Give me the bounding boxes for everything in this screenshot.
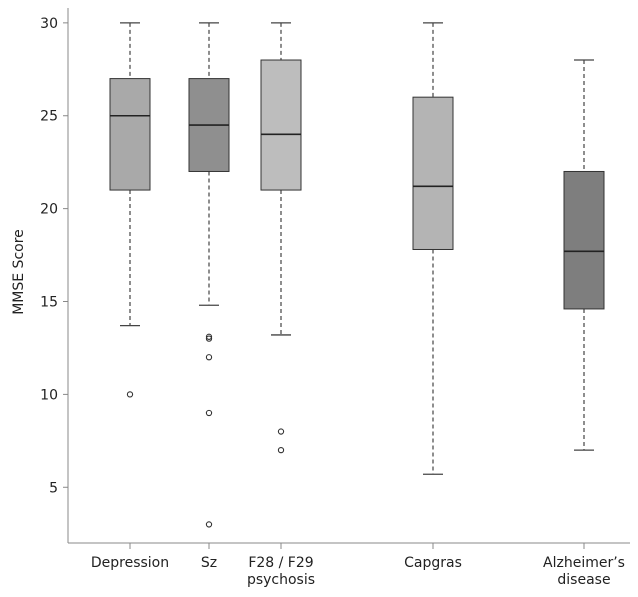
outlier-point <box>205 409 213 417</box>
y-axis-title: MMSE Score <box>11 229 27 315</box>
x-category-label: disease <box>557 572 610 588</box>
axes: 5 10 15 20 25 30 Depression Sz F28 / F29psychosi… <box>40 8 630 588</box>
x-category-label: Depression <box>91 555 169 571</box>
box-group <box>188 22 230 528</box>
y-tick-label: 10 <box>40 387 58 403</box>
outlier-point <box>277 428 285 435</box>
box-group <box>109 22 151 398</box>
y-tick-label: 20 <box>40 202 58 218</box>
box <box>109 78 151 191</box>
y-tick-label: 30 <box>40 16 58 32</box>
x-category-label: Alzheimer’s <box>543 555 625 571</box>
x-category-label: psychosis <box>247 572 315 588</box>
y-tick-label: 15 <box>40 295 58 311</box>
box-group <box>563 59 605 451</box>
outlier-point <box>205 335 213 342</box>
box-group <box>412 22 454 475</box>
box <box>563 170 605 310</box>
x-category-label: F28 / F29 <box>248 555 313 571</box>
y-tick-label: 25 <box>40 109 58 125</box>
x-category-label: Sz <box>201 555 217 571</box>
box <box>412 96 454 250</box>
outlier-point <box>205 521 213 528</box>
box <box>260 59 302 191</box>
outlier-point <box>205 333 213 340</box>
x-category-label: Capgras <box>404 555 462 571</box>
outlier-point <box>277 446 285 454</box>
outlier-point <box>126 391 134 398</box>
outlier-point <box>205 354 213 361</box>
y-tick-label: 5 <box>49 480 58 496</box>
boxes <box>109 22 605 528</box>
box-group <box>260 22 302 454</box>
